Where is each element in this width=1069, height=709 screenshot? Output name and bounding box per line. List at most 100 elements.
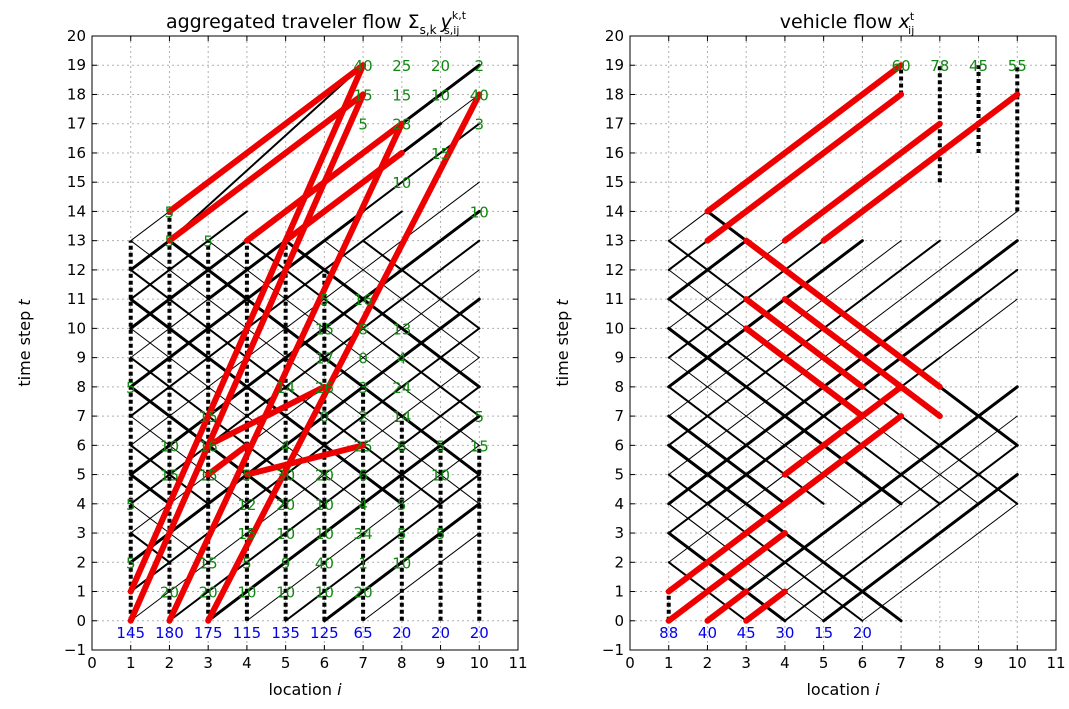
flow-label: 14 xyxy=(392,408,411,426)
y-tick-label: 16 xyxy=(67,144,86,162)
flow-label: 10 xyxy=(431,86,450,104)
origin-label: 45 xyxy=(737,624,756,642)
flow-label: 5 xyxy=(397,525,407,543)
highlight-arc xyxy=(820,91,1021,244)
highlight-arc xyxy=(243,120,405,244)
x-tick-label: 6 xyxy=(858,654,868,672)
flow-label: 3 xyxy=(474,116,484,134)
highlight-arc xyxy=(665,530,788,624)
flow-arc xyxy=(667,443,709,477)
x-tick-label: 2 xyxy=(165,654,175,672)
flow-arc xyxy=(129,268,442,505)
y-tick-label: 17 xyxy=(67,115,86,133)
flow-label: 20 xyxy=(160,584,179,602)
highlight-arc xyxy=(743,413,905,537)
flow-label: 15 xyxy=(431,145,450,163)
flow-arc xyxy=(668,210,708,242)
y-tick-label: 7 xyxy=(614,407,624,425)
highlight-arc xyxy=(205,383,328,449)
flow-arc xyxy=(668,503,747,563)
x-tick-label: 2 xyxy=(703,654,713,672)
flow-label: 12 xyxy=(237,496,256,514)
flow-label: 5 xyxy=(397,496,407,514)
x-tick-label: 11 xyxy=(1046,654,1065,672)
x-tick-label: 5 xyxy=(281,654,291,672)
flow-label: 4 xyxy=(358,496,368,514)
x-tick-label: 1 xyxy=(126,654,136,672)
axes-frame xyxy=(629,35,1057,651)
flow-label: 15 xyxy=(354,86,373,104)
flow-label: 15 xyxy=(392,86,411,104)
highlight-arc xyxy=(781,383,905,478)
left-panel: aggregated traveler flow Σs,k yk,t s,ij 4 0… xyxy=(15,9,528,699)
flow-label: 25 xyxy=(392,57,411,75)
flow-label: 15 xyxy=(199,554,218,572)
flow-arc xyxy=(323,240,480,359)
flow-label: 15 xyxy=(470,437,489,455)
flow-label: 13 xyxy=(392,320,411,338)
highlight-arc xyxy=(743,237,943,390)
y-tick-label: 1 xyxy=(76,583,86,601)
x-tick-label: 10 xyxy=(1008,654,1027,672)
x-tick-label: 4 xyxy=(780,654,790,672)
flow-label: 10 xyxy=(431,467,450,485)
y-tick-label: 6 xyxy=(76,436,86,454)
flow-label: 2 xyxy=(474,57,484,75)
x-tick-label: 8 xyxy=(935,654,945,672)
flow-arc xyxy=(130,327,364,505)
flow-label: 25 xyxy=(354,437,373,455)
flow-label: 5 xyxy=(126,496,136,514)
origin-label: 20 xyxy=(853,624,872,642)
flow-arc xyxy=(284,239,481,389)
y-tick-label: 12 xyxy=(67,261,86,279)
highlight-arc xyxy=(166,62,367,215)
x-tick-label: 0 xyxy=(87,654,97,672)
flow-label: 34 xyxy=(354,525,373,543)
y-tick-label: 18 xyxy=(605,85,624,103)
y-tick-label: 7 xyxy=(76,407,86,425)
flow-label: 5 xyxy=(358,116,368,134)
highlight-arc xyxy=(704,62,905,215)
y-tick-label: 16 xyxy=(605,144,624,162)
y-tick-label: 19 xyxy=(67,56,86,74)
flow-arc xyxy=(706,473,903,622)
flow-label: 10 xyxy=(276,584,295,602)
origin-label: 15 xyxy=(814,624,833,642)
flow-label: 4 xyxy=(281,437,291,455)
highlight-arc xyxy=(781,296,943,420)
flow-label: 16 xyxy=(354,291,373,309)
flow-label: 15 xyxy=(160,467,179,485)
x-tick-label: 3 xyxy=(741,654,751,672)
flow-arc xyxy=(284,473,481,622)
flow-label: 17 xyxy=(315,350,334,368)
flow-label: 14 xyxy=(276,379,295,397)
x-tick-label: 8 xyxy=(397,654,407,672)
flow-label: 55 xyxy=(1008,57,1027,75)
x-tick-label: 1 xyxy=(664,654,674,672)
flow-label: 6 xyxy=(397,437,407,455)
y-tick-label: 18 xyxy=(67,85,86,103)
flow-label: 20 xyxy=(315,467,334,485)
origin-label: 115 xyxy=(233,624,262,642)
x-axis-label: location i xyxy=(268,680,342,699)
x-tick-label: 9 xyxy=(974,654,984,672)
flow-arc xyxy=(129,356,326,505)
axes-frame xyxy=(91,35,519,651)
y-tick-label: 12 xyxy=(605,261,624,279)
plot-area: 60 78 45 55 88 40 45 30 15 20 xyxy=(629,35,1057,651)
flow-label: 5 xyxy=(320,291,330,309)
left-panel-title: aggregated traveler flow Σs,k yk,t s,ij xyxy=(166,9,467,37)
y-tick-label: 6 xyxy=(614,436,624,454)
highlight-arc xyxy=(704,91,905,244)
y-tick-label: 3 xyxy=(614,524,624,542)
origin-label: 180 xyxy=(155,624,184,642)
y-tick-label: 11 xyxy=(605,290,624,308)
highlight-arc xyxy=(704,588,750,624)
y-tick-label: 0 xyxy=(76,612,86,630)
flow-arc xyxy=(129,444,210,505)
highlight-arc xyxy=(205,442,250,478)
flow-label: 2 xyxy=(358,408,368,426)
flow-label: 78 xyxy=(930,57,949,75)
